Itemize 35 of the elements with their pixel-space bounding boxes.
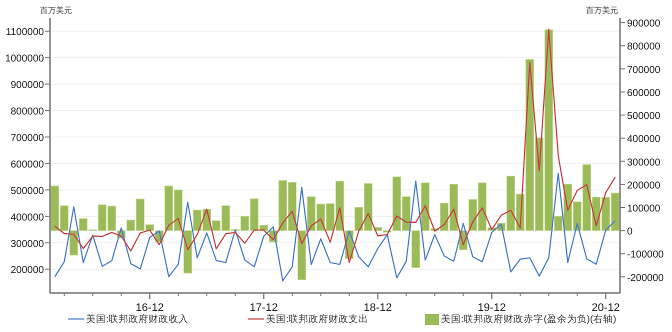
- x-tick-label: 17-12: [250, 302, 278, 314]
- line-series: [54, 28, 616, 264]
- y-tick-label: 400000: [10, 212, 44, 224]
- bar: [411, 230, 420, 268]
- y2-tick-label: 200000: [627, 180, 661, 192]
- y2-tick-label: 100000: [627, 203, 661, 214]
- y2-axis-title: 百万美元: [586, 6, 618, 15]
- y-axis-title: 百万美元: [40, 6, 72, 15]
- legend-label: 美国:联邦政府财政支出: [266, 313, 369, 325]
- y2-tick-label: 0: [627, 226, 633, 238]
- x-tick-label: 20-12: [592, 302, 620, 314]
- y-tick-label: 500000: [10, 186, 44, 197]
- y-tick-label: 1000000: [5, 54, 44, 65]
- x-tick-label: 19-12: [478, 302, 506, 314]
- x-tick-label: 18-12: [364, 302, 392, 314]
- y-tick-label: 300000: [10, 238, 44, 250]
- line-series: [54, 172, 616, 282]
- y-tick-label: 700000: [10, 132, 44, 144]
- y-tick-label: 800000: [10, 106, 44, 118]
- y2-tick-label: 600000: [627, 88, 661, 99]
- y2-tick-label: 700000: [627, 64, 661, 76]
- legend-label: 美国:联邦政府财政赤字(盈余为负)(右轴): [441, 313, 616, 325]
- y-tick-label: 600000: [10, 159, 44, 170]
- y2-tick-label: -200000: [627, 272, 664, 284]
- y2-tick-label: 500000: [627, 111, 661, 122]
- y-tick-label: 1100000: [6, 27, 44, 38]
- y2-tick-label: 900000: [627, 18, 661, 30]
- y2-tick-label: 300000: [627, 157, 661, 168]
- y-tick-label: 900000: [10, 80, 44, 92]
- y2-tick-label: 800000: [627, 42, 661, 53]
- legend-label: 美国:联邦政府财政收入: [86, 313, 189, 325]
- y2-tick-label: 400000: [627, 134, 661, 146]
- y2-tick-label: -100000: [627, 250, 664, 261]
- x-tick-label: 16-12: [136, 302, 164, 314]
- y-tick-label: 200000: [10, 265, 44, 276]
